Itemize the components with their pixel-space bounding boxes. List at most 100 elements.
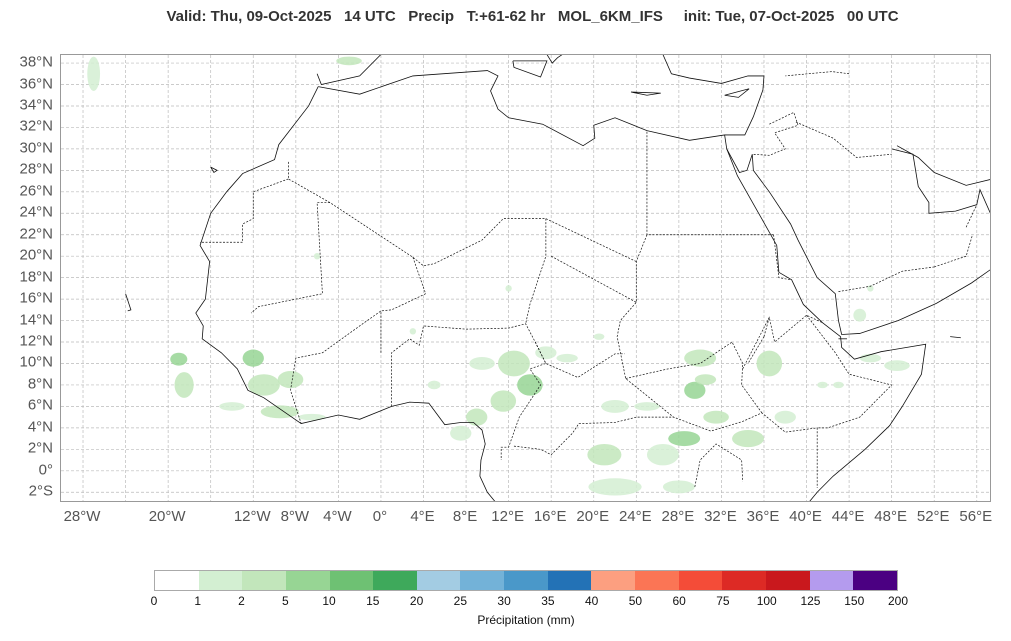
colorbar [154, 570, 898, 591]
colorbar-tick-label: 15 [366, 594, 380, 608]
precip-area [277, 370, 304, 389]
borders [200, 71, 978, 488]
colorbar-swatch [460, 571, 505, 590]
country-border [391, 323, 547, 461]
country-border [513, 416, 674, 456]
lon-tick-label: 4°W [323, 508, 352, 525]
lon-tick-label: 44°E [831, 508, 865, 525]
lat-tick-label: 38°N [19, 53, 53, 71]
country-border [290, 257, 427, 424]
colorbar-swatch [765, 571, 810, 590]
precip-area [260, 405, 300, 419]
precip-area [817, 381, 828, 389]
coastline [630, 91, 661, 96]
precip-area [170, 352, 188, 366]
colorbar-swatch [853, 571, 897, 590]
precip-area [867, 285, 874, 292]
colorbar-label: Précipitation (mm) [477, 613, 575, 627]
valid-hour: 14 UTC [344, 8, 396, 25]
lon-tick-label: 20°E [576, 508, 610, 525]
precip-area [336, 56, 362, 66]
precip-area [427, 380, 441, 390]
map-canvas [61, 55, 990, 501]
lon-tick-label: 28°E [661, 508, 695, 525]
precip-area [646, 443, 679, 466]
coastlines [125, 55, 990, 501]
lat-tick-label: 34°N [19, 96, 53, 114]
colorbar-swatch [155, 571, 199, 590]
colorbar-swatch [242, 571, 286, 590]
precip-field [87, 56, 910, 496]
precip-area [505, 285, 512, 292]
country-border [646, 131, 774, 236]
precip-area [662, 480, 695, 494]
lat-tick-label: 16°N [19, 289, 53, 307]
field-name: Precip [408, 8, 455, 25]
precip-area [634, 402, 660, 411]
lat-tick-label: 0° [38, 461, 53, 479]
coastline [125, 293, 132, 312]
lon-tick-label: 8°E [452, 508, 478, 525]
lon-tick-label: 48°E [874, 508, 908, 525]
lat-tick-label: 30°N [19, 139, 53, 157]
lat-tick-label: 36°N [19, 75, 53, 92]
colorbar-swatch [329, 571, 374, 590]
precip-area [703, 410, 729, 424]
colorbar-tick-label: 1 [194, 594, 202, 608]
precip-area [497, 350, 530, 377]
precip-area [668, 431, 701, 447]
colorbar-tick-label: 40 [584, 594, 599, 608]
colorbar-tick-label: 200 [887, 594, 909, 608]
coastline [724, 134, 927, 501]
precip-area [853, 308, 867, 322]
country-border [288, 161, 637, 267]
lat-tick-label: 24°N [19, 203, 53, 221]
country-border [785, 71, 850, 77]
precip-area [694, 374, 717, 385]
coastline [896, 145, 990, 186]
colorbar-tick-label: 150 [844, 594, 865, 608]
coastline [891, 148, 990, 214]
colorbar-swatch [373, 571, 417, 590]
colorbar-swatch [678, 571, 723, 590]
country-border [934, 234, 973, 268]
lead-time: T:+61-62 hr [466, 8, 546, 25]
precip-area [219, 402, 245, 411]
precip-area [684, 381, 706, 399]
map-title: Valid: Thu, 09-Oct-2025 14 UTC Precip T:… [0, 8, 1011, 25]
colorbar-tick-label: 30 [497, 594, 511, 608]
coastline [724, 88, 750, 98]
colorbar-swatch [591, 571, 636, 590]
precip-area [297, 413, 326, 421]
country-border [752, 111, 799, 156]
country-border [616, 234, 818, 488]
lat-tick-label: 2°S [28, 482, 53, 500]
colorbar-swatch [416, 571, 461, 590]
country-border [200, 178, 289, 243]
init-time: init: Tue, 07-Oct-2025 [683, 8, 835, 25]
precip-area [466, 408, 488, 426]
precip-area [490, 390, 517, 412]
country-border [250, 202, 330, 314]
colorbar-swatch [285, 571, 330, 590]
lat-tick-label: 6°N [27, 396, 53, 414]
precip-area [684, 349, 717, 367]
coastline [210, 166, 218, 174]
precip-area [732, 430, 764, 448]
coastline [950, 336, 961, 339]
valid-time: Valid: Thu, 09-Oct-2025 [166, 8, 332, 25]
country-border [806, 314, 893, 429]
precip-area [601, 399, 629, 413]
precip-area [247, 374, 280, 396]
precip-area [556, 353, 578, 363]
colorbar-tick-label: 0 [150, 594, 158, 608]
lon-tick-label: 52°E [916, 508, 950, 525]
lon-tick-label: 12°W [233, 508, 271, 525]
colorbar-tick-label: 50 [628, 594, 643, 608]
lat-tick-label: 2°N [27, 439, 53, 457]
precip-area [756, 350, 783, 377]
precip-area [242, 349, 264, 367]
precip-area [535, 346, 557, 360]
colorbar-tick-label: 2 [238, 594, 245, 608]
country-border [625, 341, 763, 414]
